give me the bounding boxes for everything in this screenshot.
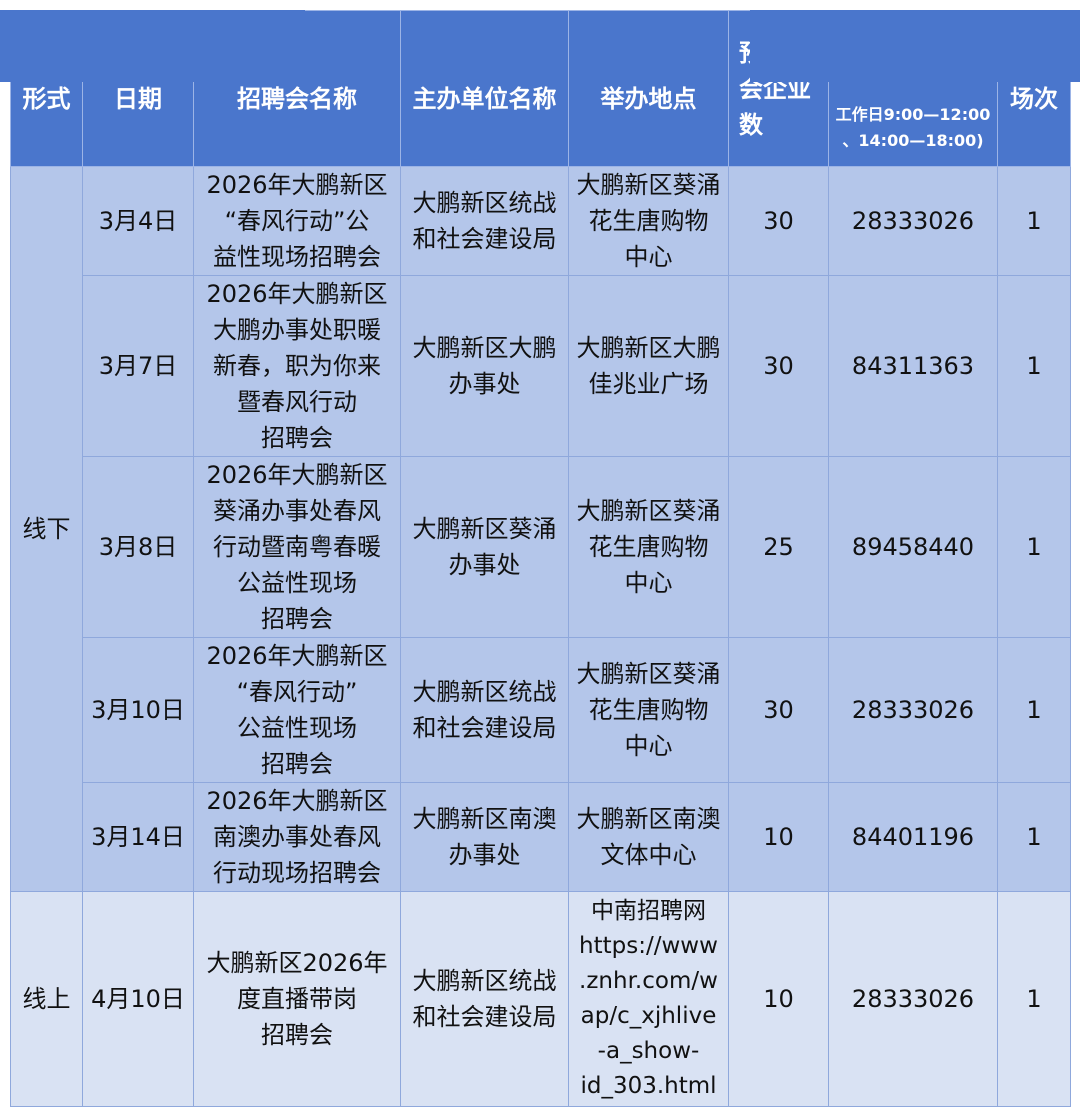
organizer-cell: 大鹏新区统战 和社会建设局 <box>400 166 569 276</box>
table-row: 3月7日 2026年大鹏新区 大鹏办事处职暖 新春，职为你来 暨春风行动 招聘会… <box>11 275 1071 457</box>
sessions-cell: 1 <box>997 456 1071 638</box>
sessions-cell: 1 <box>997 782 1071 892</box>
group-online: 线上 <box>10 891 83 1107</box>
organizer-cell: 大鹏新区统战 和社会建设局 <box>400 637 569 783</box>
date-cell: 3月10日 <box>82 637 194 783</box>
sessions-cell: 1 <box>997 166 1071 276</box>
fair-name-cell: 2026年大鹏新区 “春风行动” 公益性现场 招聘会 <box>193 637 401 783</box>
phone-cell: 84311363 <box>828 275 998 457</box>
phone-cell: 28333026 <box>828 166 998 276</box>
location-cell: 大鹏新区葵涌 花生唐购物 中心 <box>568 166 729 276</box>
fair-name-cell: 2026年大鹏新区 “春风行动”公 益性现场招聘会 <box>193 166 401 276</box>
phone-cell: 28333026 <box>828 637 998 783</box>
date-cell: 3月4日 <box>82 166 194 276</box>
count-cell: 10 <box>728 891 829 1107</box>
sessions-cell: 1 <box>997 637 1071 783</box>
location-cell: 大鹏新区葵涌 花生唐购物 中心 <box>568 456 729 638</box>
sessions-cell: 1 <box>997 275 1071 457</box>
phone-cell: 28333026 <box>828 891 998 1107</box>
count-cell: 25 <box>728 456 829 638</box>
date-cell: 3月7日 <box>82 275 194 457</box>
header-location: 举办地点 <box>568 10 729 167</box>
phone-cell: 89458440 <box>828 456 998 638</box>
header-overlay-left <box>0 10 305 82</box>
table-row: 线上 4月10日 大鹏新区2026年 度直播带岗 招聘会 大鹏新区统战 和社会建… <box>10 891 1071 1107</box>
job-fair-table: 形式 日期 招聘会名称 主办单位名称 举办地点 预计参 会企业 数 工作日9:0… <box>10 10 1071 1107</box>
count-cell: 30 <box>728 275 829 457</box>
location-cell: 大鹏新区葵涌 花生唐购物 中心 <box>568 637 729 783</box>
organizer-cell: 大鹏新区南澳 办事处 <box>400 782 569 892</box>
date-cell: 3月14日 <box>82 782 194 892</box>
header-overlay-right <box>750 10 1080 82</box>
table-row: 3月8日 2026年大鹏新区 葵涌办事处春风 行动暨南粤春暖 公益性现场 招聘会… <box>11 456 1071 638</box>
header-organizer: 主办单位名称 <box>400 10 569 167</box>
phone-cell: 84401196 <box>828 782 998 892</box>
location-cell: 中南招聘网 https://www .znhr.com/w ap/c_xjhli… <box>568 891 729 1107</box>
organizer-cell: 大鹏新区大鹏 办事处 <box>400 275 569 457</box>
group-offline: 线下 <box>10 166 83 892</box>
sessions-cell: 1 <box>997 891 1071 1107</box>
count-cell: 10 <box>728 782 829 892</box>
organizer-cell: 大鹏新区葵涌 办事处 <box>400 456 569 638</box>
fair-name-cell: 2026年大鹏新区 葵涌办事处春风 行动暨南粤春暖 公益性现场 招聘会 <box>193 456 401 638</box>
count-cell: 30 <box>728 637 829 783</box>
fair-name-cell: 2026年大鹏新区 南澳办事处春风 行动现场招聘会 <box>193 782 401 892</box>
count-cell: 30 <box>728 166 829 276</box>
table-row: 3月10日 2026年大鹏新区 “春风行动” 公益性现场 招聘会 大鹏新区统战 … <box>11 637 1071 783</box>
table-row: 线下 3月4日 2026年大鹏新区 “春风行动”公 益性现场招聘会 大鹏新区统战… <box>10 166 1071 892</box>
fair-name-cell: 大鹏新区2026年 度直播带岗 招聘会 <box>193 891 401 1107</box>
organizer-cell: 大鹏新区统战 和社会建设局 <box>400 891 569 1107</box>
location-cell: 大鹏新区南澳 文体中心 <box>568 782 729 892</box>
location-cell: 大鹏新区大鹏 佳兆业广场 <box>568 275 729 457</box>
date-cell: 3月8日 <box>82 456 194 638</box>
date-cell: 4月10日 <box>82 891 194 1107</box>
fair-name-cell: 2026年大鹏新区 大鹏办事处职暖 新春，职为你来 暨春风行动 招聘会 <box>193 275 401 457</box>
table-row: 3月14日 2026年大鹏新区 南澳办事处春风 行动现场招聘会 大鹏新区南澳 办… <box>11 782 1071 892</box>
